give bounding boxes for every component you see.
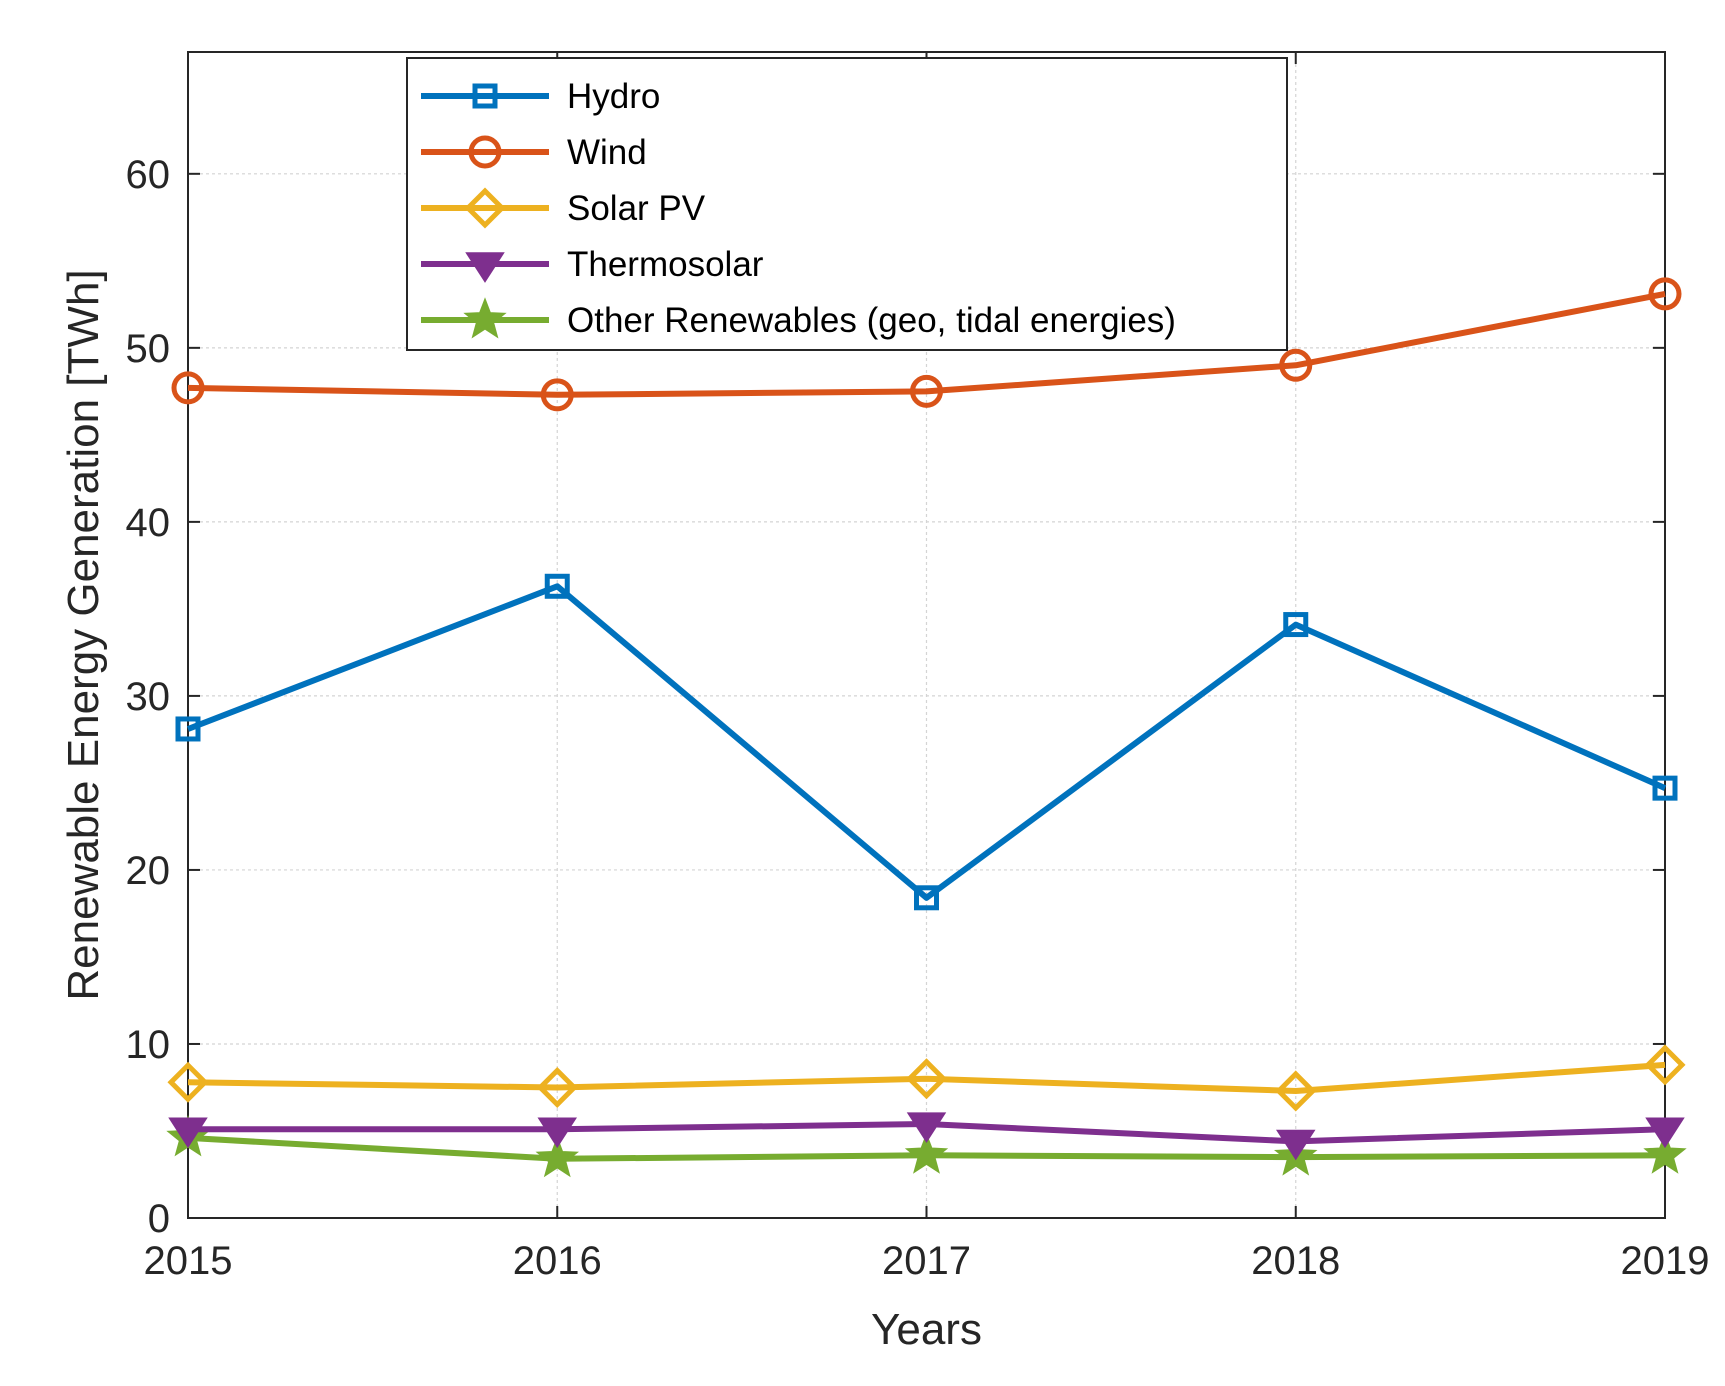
data-point-solar-pv bbox=[1275, 1070, 1317, 1112]
legend-label: Solar PV bbox=[567, 189, 706, 228]
data-point-thermosolar bbox=[1645, 1117, 1685, 1149]
y-tick-label: 10 bbox=[126, 1023, 171, 1067]
data-point-other-renewables-geo-tidal-energies bbox=[904, 1132, 949, 1174]
legend-item-hydro: Hydro bbox=[421, 77, 660, 116]
series-hydro bbox=[175, 573, 1678, 911]
x-tick-label: 2015 bbox=[144, 1239, 233, 1283]
y-tick-label: 50 bbox=[126, 327, 171, 371]
legend-item-thermosolar: Thermosolar bbox=[421, 245, 764, 284]
data-point-other-renewables-geo-tidal-energies bbox=[535, 1135, 579, 1178]
data-point-hydro bbox=[544, 573, 570, 599]
series-line-wind bbox=[187, 290, 1666, 398]
data-point-hydro bbox=[1283, 612, 1309, 638]
y-tick-label: 20 bbox=[126, 849, 171, 893]
series-group bbox=[166, 277, 1687, 1178]
x-tick-label: 2018 bbox=[1251, 1239, 1340, 1283]
data-point-wind bbox=[540, 378, 574, 412]
data-point-solar-pv bbox=[536, 1066, 578, 1109]
tick-labels: 2015 2016 2017 2018 2019 0 10 20 30 40 50 60 bbox=[126, 153, 1710, 1283]
data-point-hydro bbox=[1652, 775, 1678, 801]
y-tick-label: 0 bbox=[148, 1197, 170, 1241]
data-point-thermosolar bbox=[537, 1117, 578, 1149]
data-point-other-renewables-geo-tidal-energies bbox=[1643, 1132, 1687, 1174]
data-point-wind bbox=[1279, 348, 1313, 382]
legend-item-wind: Wind bbox=[421, 133, 647, 172]
data-point-hydro bbox=[914, 885, 939, 911]
legend-label: Hydro bbox=[567, 77, 660, 116]
data-point-hydro bbox=[175, 716, 201, 742]
legend-label: Wind bbox=[567, 133, 647, 172]
legend-marker bbox=[465, 252, 505, 283]
series-thermosolar bbox=[168, 1112, 1685, 1161]
legend-marker bbox=[464, 187, 506, 229]
legend-label: Thermosolar bbox=[567, 245, 764, 284]
legend: Hydro Wind Solar PV Thermosolar Other Renewa… bbox=[406, 57, 1288, 351]
data-point-thermosolar bbox=[168, 1117, 208, 1149]
legend-box bbox=[406, 57, 1288, 351]
series-solar-pv bbox=[167, 1044, 1686, 1112]
data-point-wind bbox=[171, 371, 205, 405]
series-line-hydro bbox=[186, 583, 1667, 901]
legend-marker bbox=[472, 83, 498, 109]
data-point-thermosolar bbox=[1275, 1129, 1316, 1161]
legend-marker bbox=[468, 135, 502, 169]
legend-item-other-renewables-geo-tidal-energies: Other Renewables (geo, tidal energies) bbox=[421, 297, 1176, 340]
legend-marker bbox=[463, 297, 507, 339]
series-wind bbox=[171, 277, 1682, 412]
series-line-solar-pv bbox=[187, 1061, 1666, 1094]
data-point-solar-pv bbox=[1644, 1044, 1686, 1086]
y-tick-label: 40 bbox=[126, 501, 171, 545]
data-point-thermosolar bbox=[906, 1112, 947, 1143]
x-tick-label: 2016 bbox=[513, 1239, 602, 1283]
data-point-wind bbox=[910, 374, 943, 408]
y-axis-title: Renewable Energy Generation [TWh] bbox=[59, 269, 108, 1000]
legend-item-solar-pv: Solar PV bbox=[421, 187, 706, 229]
axis-ticks bbox=[187, 52, 1666, 1219]
legend-label: Other Renewables (geo, tidal energies) bbox=[567, 301, 1176, 340]
x-tick-label: 2017 bbox=[882, 1239, 971, 1283]
x-tick-label: 2019 bbox=[1621, 1239, 1710, 1283]
y-tick-label: 30 bbox=[126, 675, 171, 719]
y-tick-label: 60 bbox=[126, 153, 171, 197]
data-point-wind bbox=[1648, 277, 1682, 311]
x-axis-title: Years bbox=[871, 1305, 982, 1354]
data-point-solar-pv bbox=[905, 1058, 948, 1100]
data-point-solar-pv bbox=[167, 1061, 209, 1103]
